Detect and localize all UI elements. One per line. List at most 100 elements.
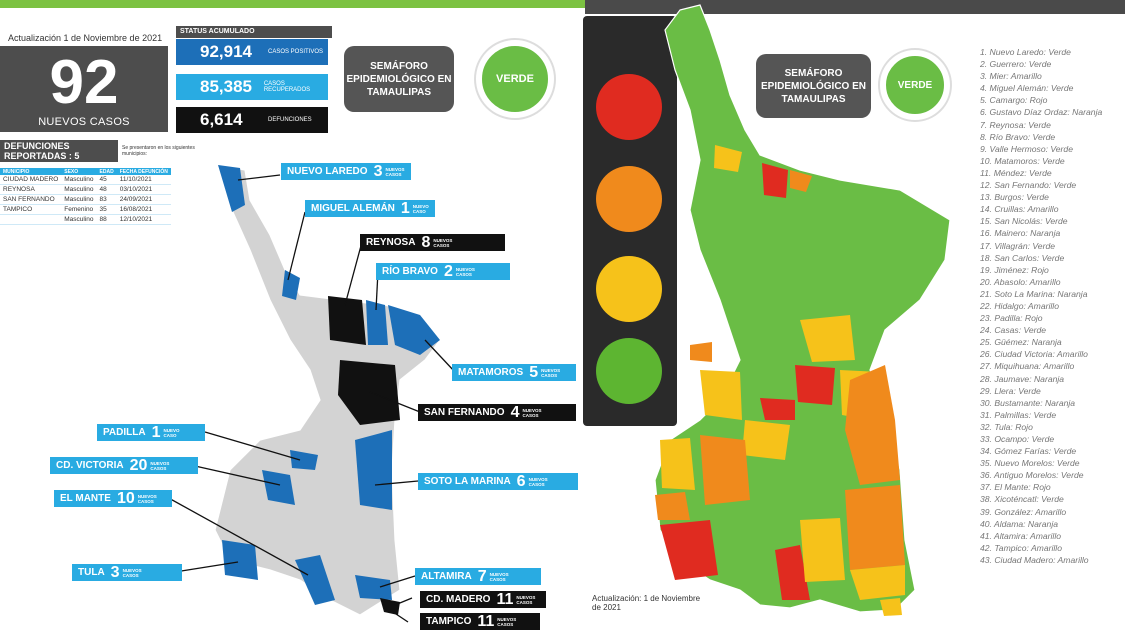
zone-gonzalez <box>800 518 845 582</box>
label-tula: TULA 3 NUEVOS CASOS <box>72 564 182 581</box>
legend-item: 14. Cruillas: Amarillo <box>980 204 1059 215</box>
muni-name: EL MANTE <box>60 493 111 504</box>
legend-item: 18. San Carlos: Verde <box>980 252 1065 263</box>
legend-item: 39. González: Amarillo <box>980 506 1067 517</box>
legend-item: 13. Burgos: Verde <box>980 192 1049 203</box>
muni-name: MATAMOROS <box>458 367 524 378</box>
status-recovered: 85,385 CASOS RECUPERADOS <box>176 74 328 100</box>
leader-lines <box>164 174 456 623</box>
muni-count: 4 <box>510 403 520 421</box>
legend-item: 12. San Fernando: Verde <box>980 180 1077 191</box>
legend-item: 36. Antiguo Morelos: Verde <box>980 470 1084 481</box>
label-matamoros: MATAMOROS 5 NUEVOS CASOS <box>452 364 576 381</box>
label-el-mante: EL MANTE 10 NUEVOS CASOS <box>54 490 172 507</box>
semaforo-status-left: VERDE <box>476 40 554 118</box>
zone-miquihuana <box>660 438 695 490</box>
region-nuevo-laredo <box>218 165 245 212</box>
semaforo-status-right: VERDE <box>880 50 950 120</box>
muni-name: MIGUEL ALEMÁN <box>311 203 395 214</box>
table-row: TAMPICO Femenino 35 16/08/2021 <box>0 204 171 215</box>
status-title: STATUS ACUMULADO <box>176 26 332 38</box>
muni-name: SAN FERNANDO <box>424 407 505 418</box>
table-row: Masculino 88 12/10/2021 <box>0 214 171 225</box>
deaths-header: FECHA DEFUNCIÓN <box>116 168 171 175</box>
deaths-note: Se presentaron en los siguientes municip… <box>122 145 195 157</box>
zone-altamira <box>850 565 905 600</box>
muni-name: NUEVO LAREDO <box>287 166 368 177</box>
muni-count: 3 <box>373 162 383 180</box>
traffic-light-red <box>596 74 662 140</box>
legend-item: 31. Palmillas: Verde <box>980 409 1057 420</box>
muni-unit: NUEVO CASO <box>163 427 180 438</box>
muni-count: 11 <box>496 590 514 608</box>
muni-unit: NUEVOS CASOS <box>528 476 548 487</box>
muni-count: 10 <box>116 489 135 507</box>
deaths-cell: 88 <box>96 214 117 225</box>
legend-item: 10. Matamoros: Verde <box>980 155 1065 166</box>
legend-item: 28. Jaumave: Naranja <box>980 373 1065 384</box>
muni-count: 3 <box>110 563 120 581</box>
deaths-cell <box>0 214 62 225</box>
legend-item: 4. Miguel Alemán: Verde <box>980 83 1074 94</box>
muni-count: 1 <box>151 423 161 441</box>
legend-item: 17. Villagrán: Verde <box>980 240 1056 251</box>
legend-item: 24. Casas: Verde <box>980 325 1047 336</box>
legend-item: 8. Río Bravo: Verde <box>980 131 1056 142</box>
status-positive-value: 92,914 <box>200 42 252 61</box>
muni-unit: NUEVOS CASOS <box>433 237 453 248</box>
new-cases-label: NUEVOS CASOS <box>38 116 130 128</box>
deaths-cell: Femenino <box>61 204 97 215</box>
muni-name: SOTO LA MARINA <box>424 476 511 487</box>
table-row: REYNOSA Masculino 48 03/10/2021 <box>0 184 171 195</box>
legend-item: 29. Llera: Verde <box>980 385 1041 396</box>
deaths-cell: 45 <box>96 175 117 185</box>
deaths-cell: CIUDAD MADERO <box>0 175 62 185</box>
status-positive: 92,914 CASOS POSITIVOS <box>176 39 328 65</box>
region-san-fernando <box>338 360 400 425</box>
traffic-light-yellow <box>596 256 662 322</box>
zone-diaz-ordaz <box>790 170 812 192</box>
muni-unit: NUEVOS CASOS <box>455 266 475 277</box>
legend-item: 19. Jiménez: Rojo <box>980 264 1049 275</box>
legend-item: 22. Hidalgo: Amarillo <box>980 300 1059 311</box>
legend-item: 30. Bustamante: Naranja <box>980 397 1076 408</box>
deaths-cell: 24/09/2021 <box>116 194 171 205</box>
zone-aldama <box>845 485 905 570</box>
legend-item: 32. Tula: Rojo <box>980 421 1033 432</box>
update-date: Actualización 1 de Noviembre de 2021 <box>8 33 163 43</box>
muni-unit: NUEVOS CASOS <box>497 616 517 627</box>
traffic-light-green <box>596 338 662 404</box>
legend-item: 20. Abasolo: Amarillo <box>980 276 1061 287</box>
label-altamira: ALTAMIRA 7 NUEVOS CASOS <box>415 568 541 585</box>
legend-item: 6. Gustavo Díaz Ordaz: Naranja <box>980 107 1103 118</box>
legend-item: 33. Ocampo: Verde <box>980 434 1055 444</box>
region-soto-la-marina <box>355 430 392 510</box>
legend-item: 25. Güémez: Naranja <box>980 337 1062 348</box>
deaths-cell: Masculino <box>61 214 97 225</box>
deaths-header: EDAD <box>96 168 117 175</box>
deaths-table: MUNICIPIO SEXO EDAD FECHA DEFUNCIÓN CIUD… <box>0 168 171 225</box>
legend-item: 40. Aldama: Naranja <box>980 518 1059 529</box>
legend-item: 1. Nuevo Laredo: Verde <box>980 47 1071 57</box>
zone-camargo <box>762 163 788 198</box>
zone-tampico-madero <box>880 598 902 616</box>
deaths-cell: 83 <box>96 194 117 205</box>
deaths-header: SEXO <box>61 168 97 175</box>
label-cd-victoria: CD. VICTORIA 20 NUEVOS CASOS <box>50 457 198 474</box>
semaforo-map <box>654 4 951 616</box>
zone-tula <box>660 520 718 580</box>
deaths-cell: 16/08/2021 <box>116 204 171 215</box>
muni-count: 20 <box>129 456 148 474</box>
label-cd-madero: CD. MADERO 11 NUEVOS CASOS <box>420 591 546 608</box>
deaths-cell: TAMPICO <box>0 204 62 215</box>
deaths-cell: 11/10/2021 <box>116 175 171 185</box>
legend-item: 21. Soto La Marina: Naranja <box>980 288 1088 299</box>
top-accent-bar <box>0 0 590 8</box>
status-deaths-label: DEFUNCIONES <box>268 117 312 123</box>
status-deaths: 6,614 DEFUNCIONES <box>176 107 328 133</box>
label-tampico: TAMPICO 11 NUEVOS CASOS <box>420 613 540 630</box>
deaths-title: DEFUNCIONES REPORTADAS : 5 <box>0 140 118 162</box>
muni-unit: NUEVOS CASOS <box>122 567 142 578</box>
zone-jaumave <box>700 435 750 505</box>
legend-item: 34. Gómez Farías: Verde <box>980 446 1077 457</box>
